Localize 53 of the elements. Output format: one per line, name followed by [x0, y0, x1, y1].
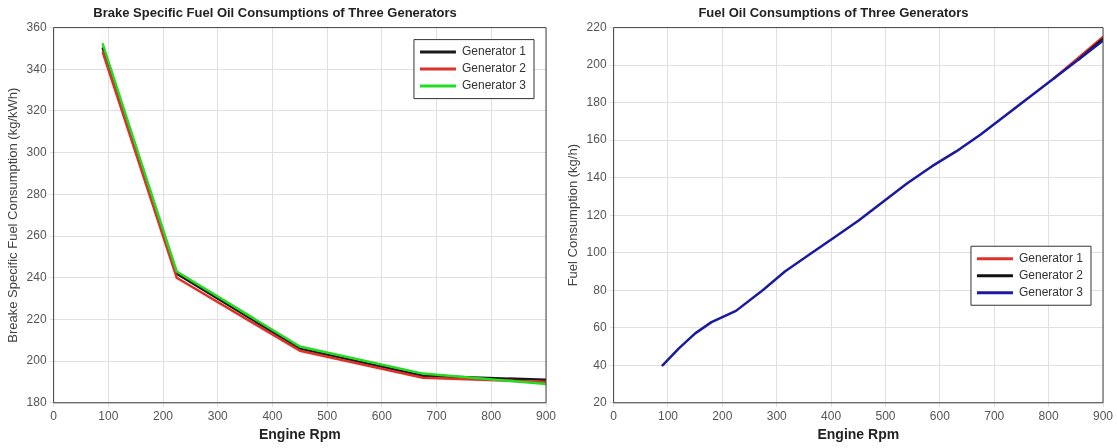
chart-title: Fuel Oil Consumptions of Three Generators	[698, 5, 969, 21]
y-tick-label: 360	[26, 19, 47, 34]
y-axis-title: Breake Specific Fuel Consumption (kg/kWh)	[5, 87, 21, 343]
y-tick-label: 260	[26, 228, 47, 243]
x-tick-label: 500	[317, 409, 338, 424]
chart-title: Brake Specific Fuel Oil Consumptions of Three Generators	[93, 5, 457, 21]
x-tick-label: 100	[657, 409, 679, 424]
y-tick-label: 40	[593, 357, 607, 372]
legend-label: Generator 1	[1018, 251, 1084, 266]
x-tick-label: 100	[98, 409, 119, 424]
y-tick-label: 300	[26, 144, 47, 159]
y-tick-label: 100	[586, 245, 607, 260]
legend-label: Generator 2	[461, 61, 527, 76]
x-tick-label: 400	[262, 409, 283, 424]
y-tick-label: 220	[586, 19, 607, 34]
y-tick-label: 140	[586, 169, 607, 184]
y-tick-label: 280	[26, 186, 47, 201]
x-tick-label: 0	[50, 409, 58, 424]
x-tick-label: 900	[535, 409, 557, 424]
y-tick-label: 200	[26, 353, 47, 368]
y-tick-label: 180	[586, 94, 607, 109]
x-tick-label: 600	[929, 409, 951, 424]
x-tick-label: 200	[712, 409, 733, 424]
y-tick-label: 340	[26, 61, 47, 76]
y-axis-title: Fuel Consumption (kg/h)	[565, 144, 581, 287]
y-tick-label: 200	[586, 57, 607, 72]
x-axis-title: Engine Rpm	[817, 426, 900, 443]
legend-label: Generator 3	[1018, 285, 1084, 300]
legend-label: Generator 2	[1018, 268, 1084, 283]
y-tick-label: 160	[586, 132, 607, 147]
y-tick-label: 80	[593, 282, 607, 297]
x-tick-label: 900	[1092, 409, 1114, 424]
legend-label: Generator 1	[461, 44, 527, 59]
x-tick-label: 700	[426, 409, 447, 424]
y-tick-label: 20	[593, 395, 607, 410]
x-tick-label: 800	[481, 409, 502, 424]
x-tick-label: 0	[610, 409, 618, 424]
x-tick-label: 200	[153, 409, 174, 424]
x-tick-label: 400	[821, 409, 842, 424]
x-tick-label: 300	[207, 409, 229, 424]
legend-label: Generator 3	[461, 78, 527, 93]
y-tick-label: 320	[26, 103, 47, 118]
y-tick-label: 120	[586, 207, 607, 222]
x-axis-title: Engine Rpm	[258, 426, 341, 443]
x-tick-label: 600	[371, 409, 393, 424]
x-tick-label: 700	[984, 409, 1005, 424]
y-tick-label: 180	[26, 395, 47, 410]
y-tick-label: 220	[26, 311, 47, 326]
x-tick-label: 500	[875, 409, 896, 424]
y-tick-label: 60	[593, 320, 607, 335]
x-tick-label: 800	[1038, 409, 1059, 424]
y-tick-label: 240	[26, 270, 47, 285]
x-tick-label: 300	[766, 409, 788, 424]
